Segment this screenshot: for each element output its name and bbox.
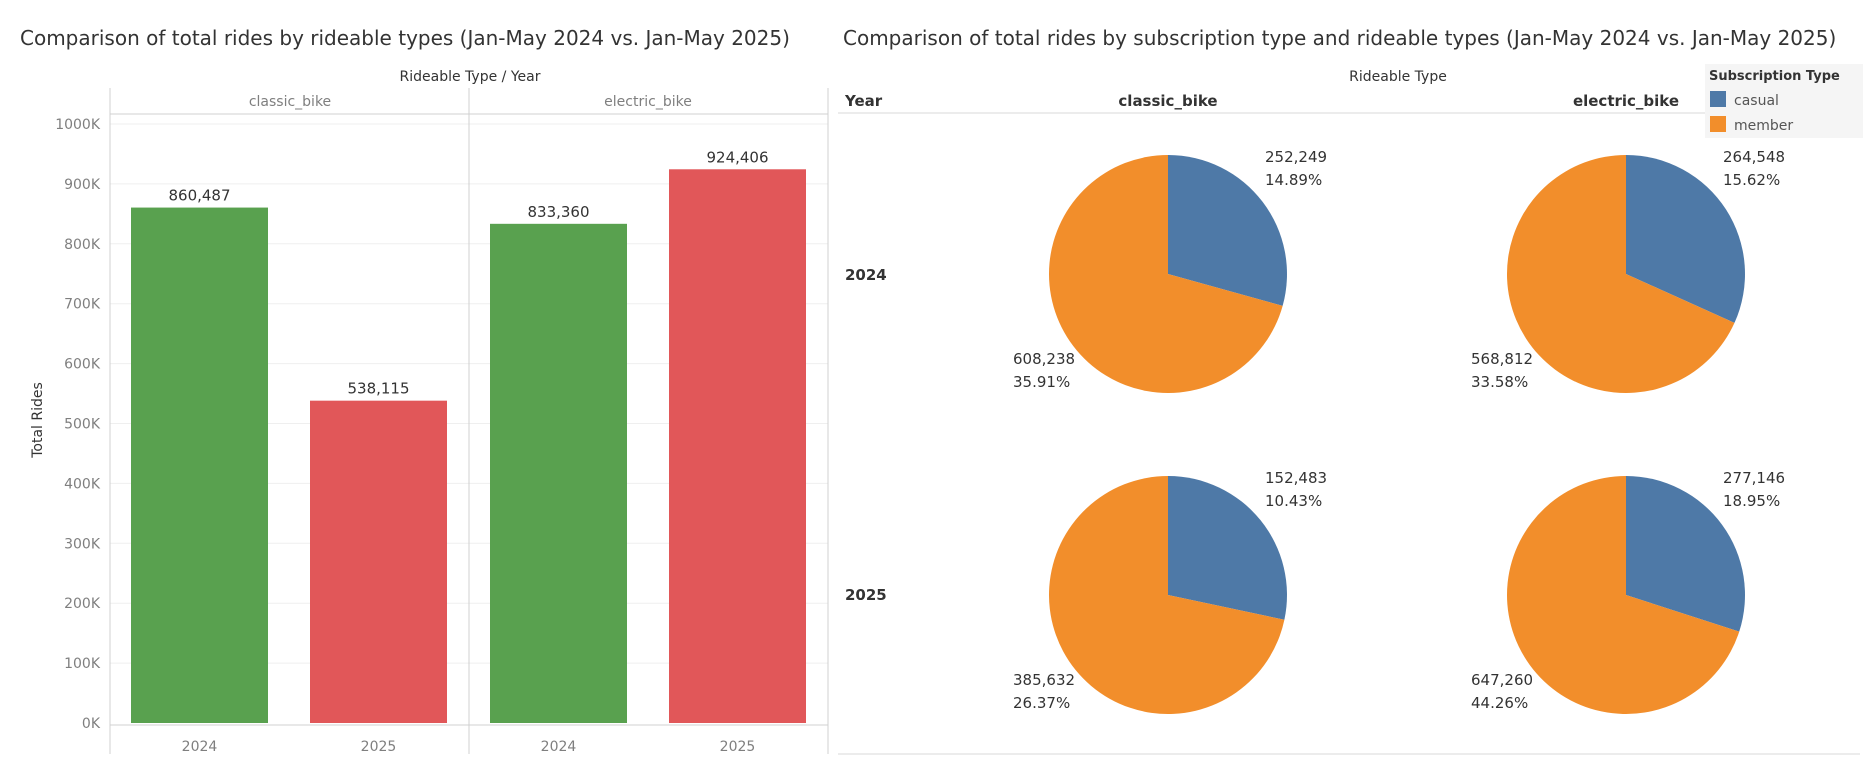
panel-label-classic-bike: classic_bike (249, 94, 331, 110)
pie-value-label: 152,483 (1265, 469, 1327, 487)
pie-value-label: 608,238 (1013, 350, 1075, 368)
panel-label-electric-bike: electric_bike (604, 94, 692, 110)
y-tick-label: 800K (64, 237, 101, 253)
pie-row-header: Year (844, 92, 883, 110)
pie-slice-electric_bike-2025-casual[interactable] (1626, 476, 1746, 632)
pie-percent-label: 10.43% (1265, 492, 1322, 510)
y-tick-label: 100K (64, 656, 101, 672)
bar-classic_bike-2024[interactable] (131, 207, 268, 723)
pie-row-label-2024: 2024 (845, 266, 887, 284)
y-axis-ticks: 0K 100K 200K 300K 400K 500K 600K 700K 800K 900K 10… (55, 117, 101, 732)
y-tick-label: 0K (82, 716, 101, 732)
pie-percent-label: 14.89% (1265, 171, 1322, 189)
pie-value-label: 385,632 (1013, 671, 1075, 689)
bar-data-label: 860,487 (168, 187, 230, 205)
bar-classic_bike-2025[interactable] (310, 400, 447, 723)
pie-chart-title: Comparison of total rides by subscriptio… (843, 26, 1836, 50)
bar-data-label: 538,115 (347, 380, 409, 398)
pie-chart: Comparison of total rides by subscriptio… (838, 26, 1863, 755)
pie-value-label: 277,146 (1723, 469, 1785, 487)
bar-marks: 860,487 2024 538,115 2025 833,360 2024 924,406… (131, 148, 806, 755)
legend: Subscription Type casual member (1705, 64, 1863, 138)
pie-value-label: 568,812 (1471, 350, 1533, 368)
bar-chart: Comparison of total rides by rideable ty… (20, 26, 829, 755)
pie-column-label-electric-bike: electric_bike (1573, 92, 1679, 110)
y-tick-label: 700K (64, 297, 101, 313)
y-tick-label: 600K (64, 357, 101, 373)
x-tick-label: 2025 (361, 739, 397, 755)
pie-value-label: 647,260 (1471, 671, 1533, 689)
x-tick-label: 2024 (182, 739, 218, 755)
bar-data-label: 924,406 (706, 148, 768, 166)
pie-slice-electric_bike-2024-member[interactable] (1506, 154, 1735, 394)
y-tick-label: 1000K (55, 117, 101, 133)
pie-slice-classic_bike-2025-member[interactable] (1048, 475, 1285, 714)
bar-frame (109, 88, 829, 754)
pie-value-label: 252,249 (1265, 148, 1327, 166)
pie-row-label-2025: 2025 (845, 586, 887, 604)
bar-electric_bike-2025[interactable] (669, 169, 806, 723)
legend-background (1705, 64, 1863, 138)
legend-title: Subscription Type (1709, 69, 1840, 84)
legend-swatch-member[interactable] (1710, 116, 1726, 132)
legend-swatch-casual[interactable] (1710, 91, 1726, 107)
pie-percent-label: 35.91% (1013, 373, 1070, 391)
bar-data-label: 833,360 (527, 203, 589, 221)
pie-marks: 252,249 14.89% 608,238 35.91% 264,548 15.62% 5… (1013, 148, 1785, 714)
pie-percent-label: 18.95% (1723, 492, 1780, 510)
pie-slice-classic_bike-2024-member[interactable] (1048, 155, 1283, 394)
bar-chart-title: Comparison of total rides by rideable ty… (20, 26, 790, 50)
x-tick-label: 2024 (541, 739, 577, 755)
legend-label-casual[interactable]: casual (1734, 93, 1779, 109)
bar-electric_bike-2024[interactable] (490, 223, 627, 723)
pie-percent-label: 44.26% (1471, 694, 1528, 712)
pie-percent-label: 33.58% (1471, 373, 1528, 391)
y-tick-label: 200K (64, 596, 101, 612)
legend-label-member[interactable]: member (1734, 118, 1793, 134)
y-axis-title: Total Rides (30, 382, 46, 459)
pie-slice-electric_bike-2024-casual[interactable] (1626, 155, 1745, 323)
pie-chart-column-header: Rideable Type (1349, 69, 1447, 85)
y-tick-label: 500K (64, 417, 101, 433)
pie-percent-label: 26.37% (1013, 694, 1070, 712)
pie-slice-electric_bike-2025-member[interactable] (1507, 476, 1740, 714)
pie-column-label-classic-bike: classic_bike (1118, 92, 1217, 110)
pie-slice-classic_bike-2025-casual[interactable] (1168, 476, 1287, 620)
pie-percent-label: 15.62% (1723, 171, 1780, 189)
pie-value-label: 264,548 (1723, 148, 1785, 166)
bar-chart-column-header: Rideable Type / Year (400, 69, 541, 85)
y-tick-label: 400K (64, 476, 101, 492)
x-tick-label: 2025 (720, 739, 756, 755)
y-tick-label: 900K (64, 177, 101, 193)
pie-slice-classic_bike-2024-casual[interactable] (1168, 155, 1287, 306)
y-tick-label: 300K (64, 536, 101, 552)
